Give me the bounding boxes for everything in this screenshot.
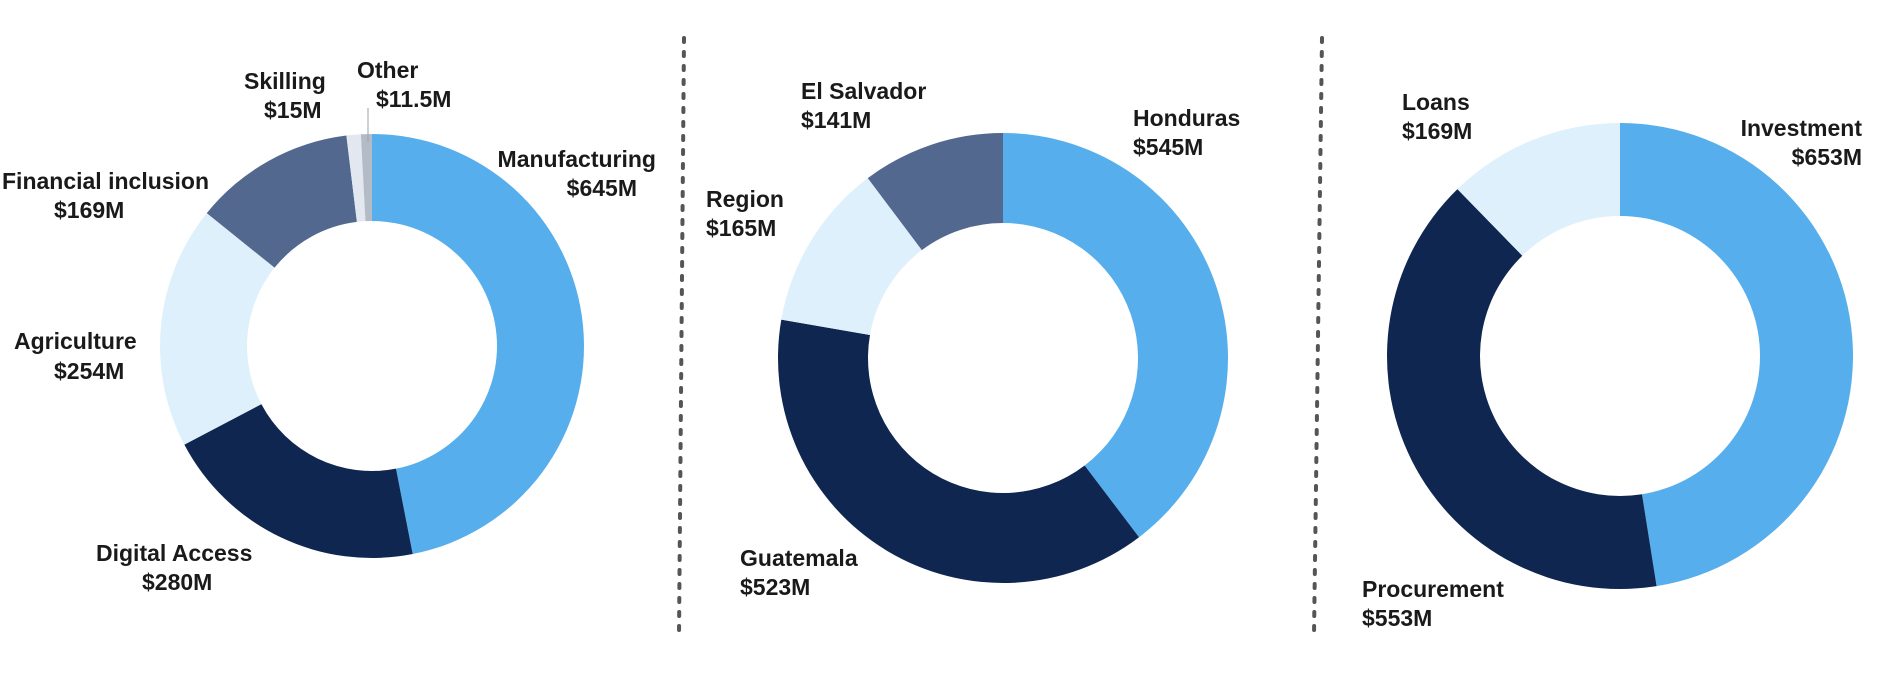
divider-left	[677, 36, 686, 637]
label-agriculture-name: Agriculture	[14, 328, 137, 354]
label-investment-name: Investment	[1741, 115, 1863, 141]
label-el-salvador-name: El Salvador	[801, 78, 926, 104]
label-loans-name: Loans	[1402, 89, 1470, 115]
sector-slices	[160, 134, 584, 558]
label-region-value: $165M	[706, 215, 776, 241]
label-agriculture-value: $254M	[54, 358, 124, 384]
donut-slice-manufacturing	[372, 134, 584, 555]
donut-slice-procurement	[1386, 189, 1657, 590]
donut-chart-sector: Manufacturing $645M Digital Access $280M…	[2, 57, 656, 595]
label-manufacturing-value: $645M	[567, 175, 637, 201]
donut-slice-skilling	[346, 134, 366, 222]
label-digital-access-name: Digital Access	[96, 540, 252, 566]
donut-slice-investment	[1620, 123, 1853, 587]
label-guatemala-name: Guatemala	[740, 545, 858, 571]
donut-slice-agriculture	[160, 213, 275, 445]
label-investment-value: $653M	[1792, 144, 1862, 170]
donut-slice-region	[781, 178, 922, 335]
label-financial-inclusion-value: $169M	[54, 197, 124, 223]
donut-chart-instrument: Investment $653M Procurement $553M Loans…	[1362, 89, 1862, 631]
donut-slice-el-salvador	[867, 133, 1003, 251]
label-guatemala-value: $523M	[740, 574, 810, 600]
donut-chart-country: Honduras $545M Guatemala $523M Region $1…	[706, 78, 1240, 600]
donut-slice-honduras	[1003, 133, 1228, 538]
donut-slice-financial-inclusion	[206, 135, 357, 268]
country-slices	[778, 133, 1228, 583]
label-honduras-value: $545M	[1133, 134, 1203, 160]
donut-slice-guatemala	[778, 319, 1140, 583]
label-honduras-name: Honduras	[1133, 105, 1240, 131]
label-other-value: $11.5M	[376, 86, 451, 112]
donut-slice-other	[360, 134, 372, 222]
donut-slice-digital-access	[184, 404, 413, 558]
label-skilling-name: Skilling	[244, 68, 326, 94]
label-skilling-value: $15M	[264, 97, 322, 123]
label-el-salvador-value: $141M	[801, 107, 871, 133]
label-procurement-name: Procurement	[1362, 576, 1504, 602]
label-loans-value: $169M	[1402, 118, 1472, 144]
label-other-name: Other	[357, 57, 418, 83]
label-manufacturing-name: Manufacturing	[498, 146, 656, 172]
donut-slice-loans	[1457, 123, 1620, 256]
label-digital-access-value: $280M	[142, 569, 212, 595]
label-financial-inclusion-name: Financial inclusion	[2, 168, 209, 194]
label-region-name: Region	[706, 186, 784, 212]
divider-right	[1312, 36, 1324, 637]
instrument-slices	[1386, 123, 1853, 590]
label-procurement-value: $553M	[1362, 605, 1432, 631]
